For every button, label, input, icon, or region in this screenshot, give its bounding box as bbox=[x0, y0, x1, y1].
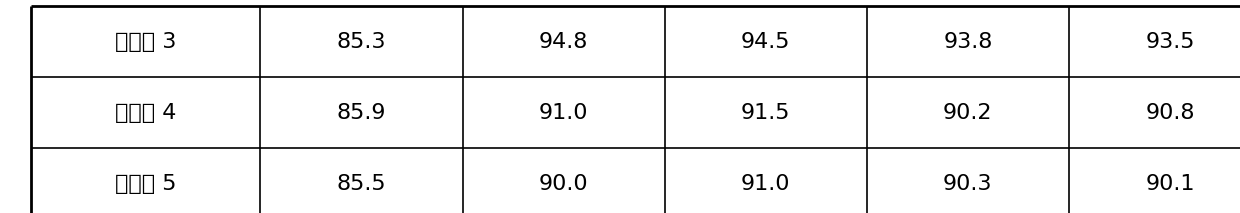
Text: 实施例 3: 实施例 3 bbox=[115, 32, 176, 52]
Text: 实施例 5: 实施例 5 bbox=[115, 174, 176, 194]
Text: 93.5: 93.5 bbox=[1146, 32, 1194, 52]
Text: 90.0: 90.0 bbox=[538, 174, 589, 194]
Text: 90.2: 90.2 bbox=[944, 103, 992, 123]
Text: 91.5: 91.5 bbox=[742, 103, 790, 123]
Text: 90.1: 90.1 bbox=[1146, 174, 1194, 194]
Text: 91.0: 91.0 bbox=[742, 174, 790, 194]
Text: 94.8: 94.8 bbox=[539, 32, 588, 52]
Text: 91.0: 91.0 bbox=[539, 103, 588, 123]
Text: 85.9: 85.9 bbox=[337, 103, 386, 123]
Text: 94.5: 94.5 bbox=[742, 32, 790, 52]
Text: 90.3: 90.3 bbox=[944, 174, 992, 194]
Text: 85.5: 85.5 bbox=[336, 174, 387, 194]
Text: 90.8: 90.8 bbox=[1146, 103, 1194, 123]
Text: 85.3: 85.3 bbox=[337, 32, 386, 52]
Text: 93.8: 93.8 bbox=[944, 32, 992, 52]
Text: 实施例 4: 实施例 4 bbox=[115, 103, 176, 123]
